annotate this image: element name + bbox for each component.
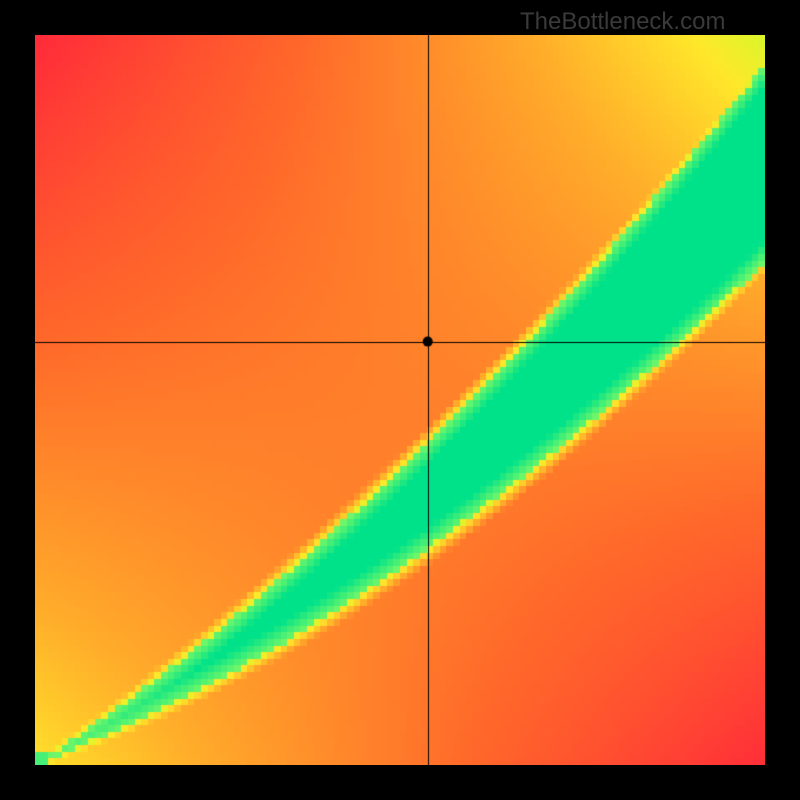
overlay-canvas [35,35,765,765]
watermark-text: TheBottleneck.com [520,8,725,36]
chart-container: TheBottleneck.com [0,0,800,800]
